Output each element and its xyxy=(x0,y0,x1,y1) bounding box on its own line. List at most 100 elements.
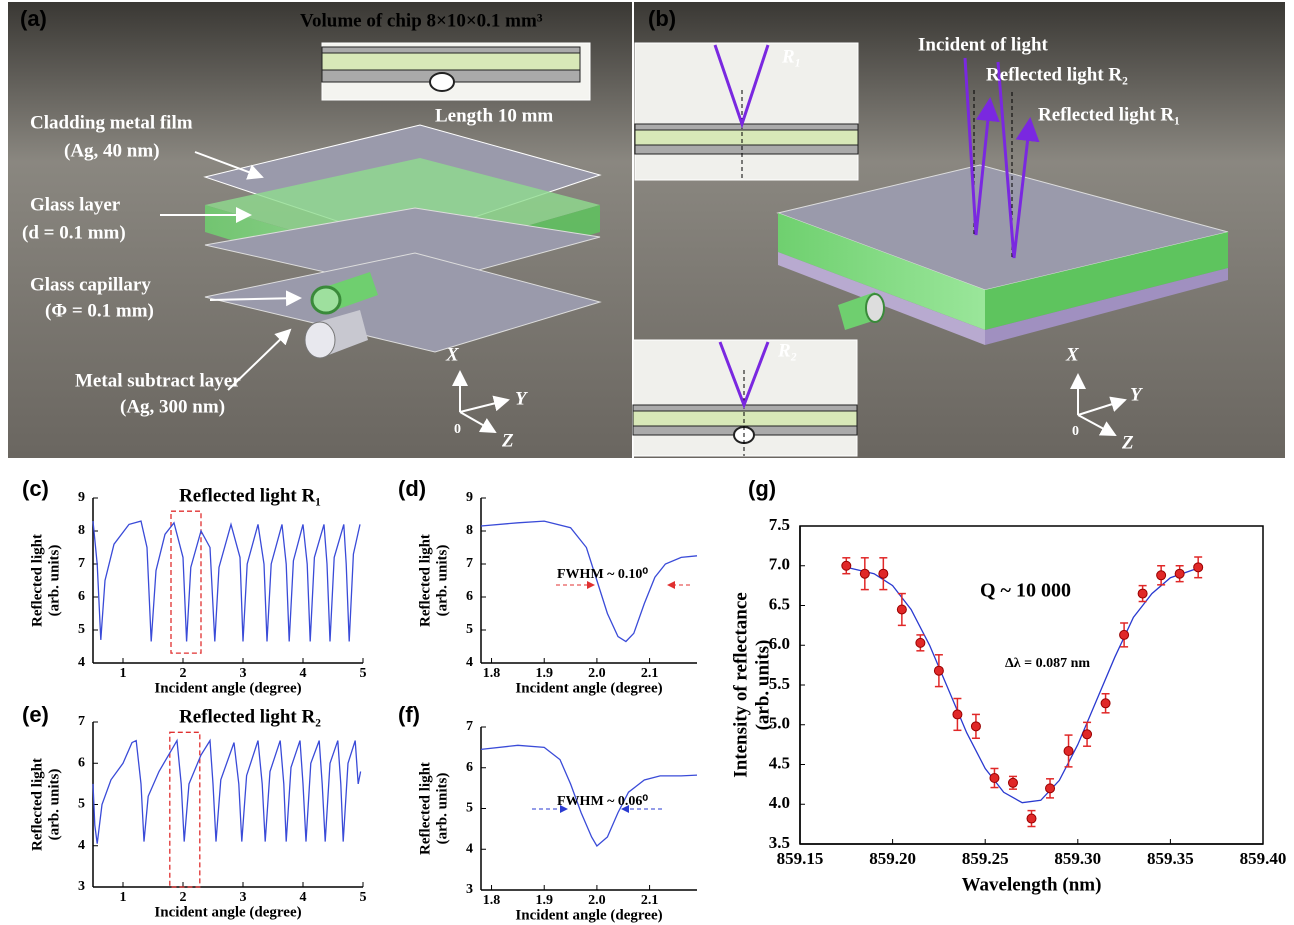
panel-label: (g) xyxy=(748,476,776,501)
y-axis-label: (arb. units) xyxy=(434,773,450,845)
y-tick-label: 4 xyxy=(466,841,473,856)
x-tick-label: 3 xyxy=(240,666,247,681)
layer xyxy=(635,145,858,154)
point xyxy=(842,561,851,570)
x-axis-label: Incident angle (degree) xyxy=(515,680,662,696)
x-tick-label: 859.20 xyxy=(869,849,916,868)
x-tick-label: 1.9 xyxy=(535,893,553,908)
x-axis-label: Incident angle (degree) xyxy=(154,680,301,696)
point xyxy=(1157,571,1166,580)
annotation: FWHM ~ 0.10⁰ xyxy=(557,567,648,582)
callout: (Φ = 0.1 mm) xyxy=(45,300,154,321)
y-tick-label: 3 xyxy=(78,879,85,894)
fit-line xyxy=(846,567,1198,802)
y-axis-label: (arb. units) xyxy=(46,545,62,617)
callout: Glass layer xyxy=(30,194,121,215)
point xyxy=(916,638,925,647)
point xyxy=(1046,784,1055,793)
y-tick-label: 4.5 xyxy=(769,753,790,772)
y-axis-label: (arb. units) xyxy=(752,640,773,731)
x-tick-label: 859.40 xyxy=(1240,849,1287,868)
point xyxy=(971,722,980,731)
y-tick-label: 9 xyxy=(466,490,473,505)
x-tick-label: 2.1 xyxy=(641,893,659,908)
x-tick-label: 2.0 xyxy=(588,666,606,681)
point xyxy=(953,710,962,719)
y-tick-label: 6.5 xyxy=(769,594,790,613)
x-tick-label: 2 xyxy=(180,666,187,681)
figure: (a) Volume of chip 8×10×0.1 mm³ Length 1… xyxy=(0,0,1294,925)
x-tick-label: 1.8 xyxy=(483,666,501,681)
panel-label: (b) xyxy=(648,6,676,31)
capillary xyxy=(866,294,884,322)
y-axis-label: (arb. units) xyxy=(46,769,62,841)
panel-label: (f) xyxy=(398,702,420,727)
length: Length 10 mm xyxy=(435,105,553,126)
layer xyxy=(322,53,580,70)
x-tick-label: 1 xyxy=(120,890,127,905)
y-tick-label: 3 xyxy=(466,882,473,897)
axis-name: Z xyxy=(1121,432,1134,453)
x-tick-label: 859.30 xyxy=(1054,849,1101,868)
point xyxy=(1064,746,1073,755)
point xyxy=(897,605,906,614)
panel-a: (a) Volume of chip 8×10×0.1 mm³ Length 1… xyxy=(8,2,632,458)
x-tick-label: 5 xyxy=(360,890,367,905)
y-tick-label: 7 xyxy=(466,556,473,571)
layer xyxy=(633,411,857,426)
y-tick-label: 6 xyxy=(466,760,473,775)
x-tick-label: 3 xyxy=(240,890,247,905)
point xyxy=(934,666,943,675)
y-tick-label: 6 xyxy=(78,589,85,604)
y-tick-label: 8 xyxy=(466,523,473,538)
point xyxy=(1101,699,1110,708)
y-axis-label: (arb. units) xyxy=(434,545,450,617)
page: (a) Volume of chip 8×10×0.1 mm³ Length 1… xyxy=(0,0,1294,925)
panel-b: (b) R₁ R₂ Incident of light Reflected li… xyxy=(633,2,1285,458)
layer xyxy=(322,47,580,53)
point xyxy=(1138,589,1147,598)
callout: Reflected light R₂ xyxy=(986,64,1128,85)
chart-title: Reflected light R₁ xyxy=(179,485,321,506)
x-tick-label: 1 xyxy=(120,666,127,681)
chart: (e)Reflected light R₂1234534567Incident … xyxy=(22,702,367,921)
callout: Cladding metal film xyxy=(30,112,193,133)
x-tick-label: 2 xyxy=(180,890,187,905)
y-tick-label: 5 xyxy=(78,622,85,637)
y-tick-label: 6 xyxy=(78,755,85,770)
point xyxy=(1083,730,1092,739)
point xyxy=(1120,630,1129,639)
y-tick-label: 4 xyxy=(466,655,473,670)
y-tick-label: 7 xyxy=(78,714,85,729)
y-axis-label: Reflected light xyxy=(417,762,433,855)
data-line xyxy=(93,521,360,641)
axis-origin: 0 xyxy=(1072,424,1079,439)
inset-label: R₂ xyxy=(777,340,797,361)
y-axis-label: Reflected light xyxy=(417,534,433,627)
layer xyxy=(635,124,858,130)
callout: (Ag, 40 nm) xyxy=(64,140,160,161)
point xyxy=(860,569,869,578)
point xyxy=(1008,778,1017,787)
annotation: FWHM ~ 0.06⁰ xyxy=(557,794,648,809)
annotation: Δλ = 0.087 nm xyxy=(1005,656,1090,671)
x-axis-label: Wavelength (nm) xyxy=(962,874,1102,895)
x-axis-label: Incident angle (degree) xyxy=(154,904,301,920)
x-tick-label: 1.9 xyxy=(535,666,553,681)
y-tick-label: 4 xyxy=(78,655,85,670)
chart: (f)1.81.92.02.134567Incident angle (degr… xyxy=(398,702,697,924)
y-tick-label: 4.0 xyxy=(769,793,790,812)
axis-origin: 0 xyxy=(454,422,461,437)
tube xyxy=(305,322,335,358)
x-tick-label: 2.1 xyxy=(641,666,659,681)
y-tick-label: 5 xyxy=(466,801,473,816)
y-tick-label: 7.0 xyxy=(769,555,790,574)
x-tick-label: 1.8 xyxy=(483,893,501,908)
capillary xyxy=(430,73,454,91)
y-tick-label: 5 xyxy=(78,797,85,812)
point xyxy=(1027,814,1036,823)
callout: (Ag, 300 nm) xyxy=(120,396,225,417)
chart: (c)Reflected light R₁12345456789Incident… xyxy=(22,476,367,697)
